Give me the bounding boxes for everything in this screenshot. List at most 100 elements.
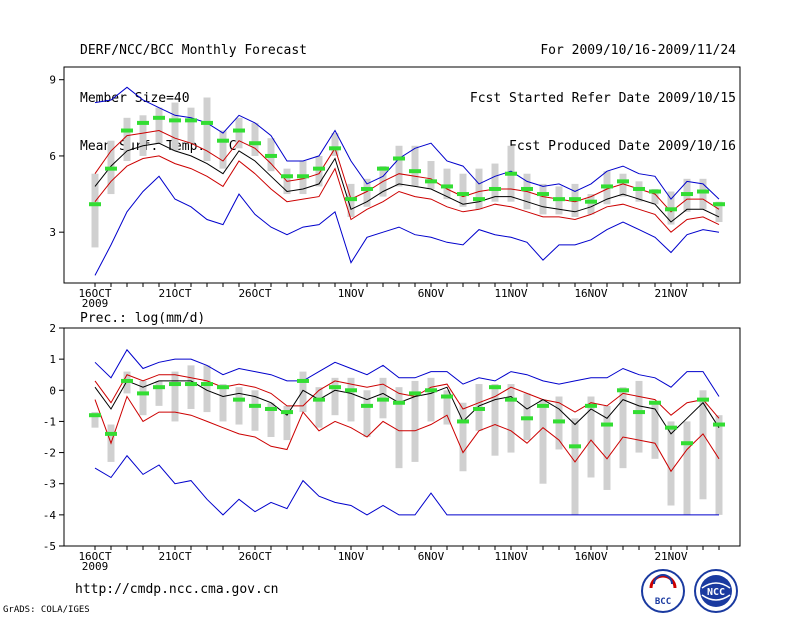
y-tick-label: -4 [43, 509, 57, 522]
spread-box [267, 402, 275, 437]
median-marker [217, 385, 229, 390]
spread-box [635, 181, 643, 202]
source-url[interactable]: http://cmdp.ncc.cma.gov.cn [75, 582, 279, 597]
median-marker [265, 406, 277, 411]
spread-box [715, 415, 723, 515]
median-marker [89, 413, 101, 418]
median-marker [633, 410, 645, 415]
median-marker [393, 156, 405, 161]
spread-box [459, 173, 467, 207]
series-upper-line [94, 374, 720, 419]
spread-box [283, 405, 291, 441]
x-tick-label: 16NOV [574, 287, 607, 300]
spread-box [651, 188, 659, 205]
median-marker [169, 118, 181, 123]
x-tick-label: 1NOV [338, 550, 365, 563]
median-marker [665, 207, 677, 212]
series-mean-line [94, 380, 720, 435]
spread-box [475, 168, 483, 210]
spread-box [443, 168, 451, 200]
x-tick-label: 11NOV [494, 550, 527, 563]
median-marker [361, 186, 373, 191]
median-marker [585, 199, 597, 204]
median-marker [153, 385, 165, 390]
spread-box [635, 380, 643, 453]
median-marker [521, 186, 533, 191]
series-max-line [94, 348, 720, 397]
median-marker [553, 197, 565, 202]
median-marker [409, 391, 421, 396]
spread-box [155, 380, 163, 406]
median-marker [489, 186, 501, 191]
median-marker [297, 174, 309, 179]
precip-panel-title: Prec.: log(mm/d) [80, 311, 205, 326]
series-min-line [94, 175, 720, 276]
median-marker [473, 197, 485, 202]
median-marker [697, 189, 709, 194]
median-marker [249, 403, 261, 408]
spread-box [427, 161, 435, 189]
ncc-logo: NCC [694, 569, 738, 613]
x-tick-label: 16OCT [78, 550, 111, 563]
median-marker [377, 166, 389, 171]
spread-box [203, 97, 211, 162]
median-marker [681, 192, 693, 197]
median-marker [281, 410, 293, 415]
series-mean-line [94, 142, 720, 223]
fcst-produced-date: Fcst Produced Date 2009/10/16 [509, 139, 736, 154]
spread-box [539, 183, 547, 215]
median-marker [713, 422, 725, 427]
y-tick-label: 1 [49, 353, 56, 366]
series-min-line [94, 454, 719, 516]
x-tick-label: 21NOV [654, 550, 687, 563]
x-tick-label: 21OCT [158, 550, 191, 563]
series-lower-line [94, 155, 720, 233]
grads-credit: GrADS: COLA/IGES [3, 605, 90, 615]
median-marker [281, 174, 293, 179]
median-marker [537, 403, 549, 408]
spread-box [203, 365, 211, 413]
spread-box [427, 377, 435, 422]
median-marker [569, 444, 581, 449]
median-marker [649, 189, 661, 194]
bcc-logo-text: BCC [655, 597, 671, 607]
plot-frame [63, 66, 741, 284]
median-marker [553, 419, 565, 424]
median-marker [361, 403, 373, 408]
median-marker [521, 416, 533, 421]
spread-box [331, 133, 339, 156]
spread-box [363, 178, 371, 207]
plot-frame [63, 327, 741, 547]
logos: BCC NCC [641, 569, 738, 613]
spread-box [219, 130, 227, 169]
y-tick-label: 2 [49, 322, 56, 335]
median-marker [681, 441, 693, 446]
median-marker [393, 400, 405, 405]
x-tick-year-label: 2009 [82, 297, 109, 310]
median-marker [345, 197, 357, 202]
chart-source-title: DERF/NCC/BCC Monthly Forecast [80, 43, 307, 58]
median-marker [505, 171, 517, 176]
y-tick-label: 3 [49, 226, 56, 239]
median-marker [457, 192, 469, 197]
median-marker [377, 397, 389, 402]
spread-box [91, 412, 99, 428]
median-marker [441, 394, 453, 399]
forecast-period: For 2009/10/16-2009/11/24 [540, 43, 736, 58]
median-marker [441, 184, 453, 189]
spread-box [443, 390, 451, 425]
median-marker [105, 431, 117, 436]
spread-box [587, 396, 595, 478]
spread-box [699, 178, 707, 210]
spread-box [123, 117, 131, 162]
x-tick-label: 21OCT [158, 287, 191, 300]
spread-box [507, 384, 515, 453]
series-max-line [94, 86, 720, 200]
spread-box [187, 107, 195, 144]
spread-box [715, 201, 723, 223]
x-tick-label: 16OCT [78, 287, 111, 300]
median-marker [313, 397, 325, 402]
spread-box [491, 384, 499, 456]
